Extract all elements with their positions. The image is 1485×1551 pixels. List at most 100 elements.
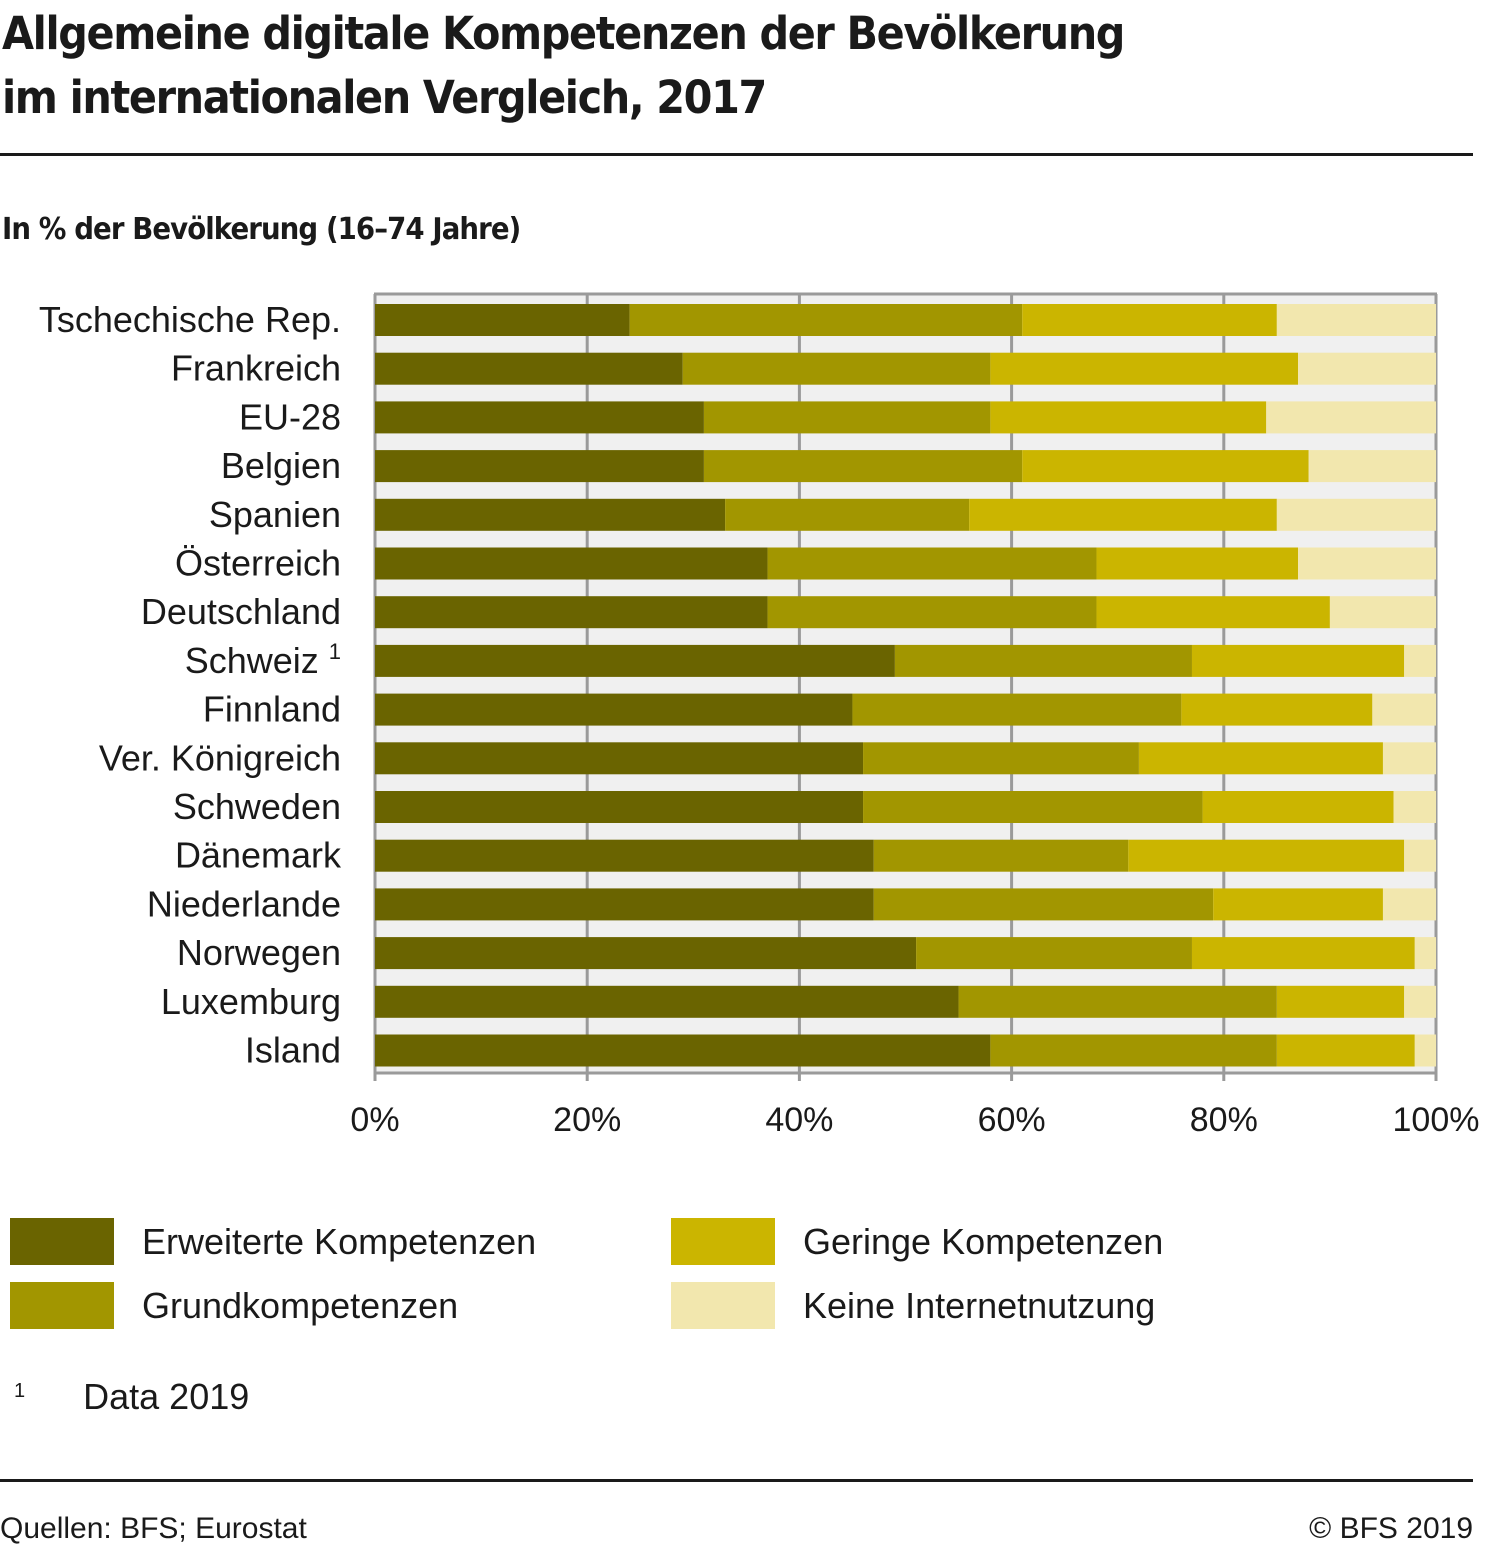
- source-note: Quellen: BFS; Eurostat: [0, 1512, 307, 1545]
- category-label: Tschechische Rep.: [39, 299, 341, 340]
- copyright: © BFS 2019: [1309, 1512, 1473, 1545]
- bar-segment-grundkompetenzen: [767, 547, 1097, 580]
- bar-segment-erweiterte-kompetenzen: [375, 985, 959, 1018]
- bar-segment-keine-internetnutzung: [1414, 937, 1436, 970]
- bar-segment-geringe-kompetenzen: [1276, 985, 1405, 1018]
- legend-label: Erweiterte Kompetenzen: [142, 1220, 537, 1262]
- bar-segment-keine-internetnutzung: [1382, 888, 1436, 921]
- bar-segment-erweiterte-kompetenzen: [375, 888, 874, 921]
- footnote-text: Data 2019: [83, 1376, 250, 1417]
- bar-segment-grundkompetenzen: [990, 1034, 1277, 1067]
- bar-segment-erweiterte-kompetenzen: [375, 401, 704, 434]
- bar-segment-keine-internetnutzung: [1308, 450, 1436, 483]
- category-label: Niederlande: [147, 883, 341, 924]
- bar-segment-erweiterte-kompetenzen: [375, 450, 704, 483]
- category-label: Belgien: [221, 445, 341, 486]
- bar-segment-keine-internetnutzung: [1404, 644, 1436, 677]
- x-tick-label: 60%: [978, 1101, 1046, 1139]
- bar-segment-grundkompetenzen: [703, 401, 991, 434]
- bar-segment-keine-internetnutzung: [1276, 498, 1436, 531]
- footnote: 1 Data 2019: [14, 1376, 249, 1418]
- bar-segment-erweiterte-kompetenzen: [375, 742, 864, 775]
- bar-segment-keine-internetnutzung: [1298, 352, 1436, 385]
- bar-segment-keine-internetnutzung: [1266, 401, 1436, 434]
- bar-segment-geringe-kompetenzen: [1022, 304, 1277, 336]
- legend-label: Grundkompetenzen: [142, 1284, 459, 1326]
- bar-segment-geringe-kompetenzen: [1128, 839, 1405, 872]
- legend-label: Keine Internetnutzung: [803, 1284, 1156, 1326]
- bar-segment-keine-internetnutzung: [1404, 985, 1436, 1018]
- bar-segment-grundkompetenzen: [916, 937, 1192, 970]
- bar-segment-grundkompetenzen: [767, 596, 1097, 629]
- bar-segment-grundkompetenzen: [725, 498, 970, 531]
- category-label-text: Schweiz: [185, 640, 329, 681]
- bar-segment-geringe-kompetenzen: [1191, 644, 1405, 677]
- legend-swatch: [671, 1218, 775, 1265]
- bar-segment-grundkompetenzen: [863, 791, 1203, 823]
- legend-item-keine: Keine Internetnutzung: [671, 1282, 1155, 1329]
- footnote-marker: 1: [14, 1380, 26, 1402]
- legend-swatch: [10, 1218, 114, 1265]
- category-label: Schweiz 1: [185, 639, 341, 681]
- x-tick-label: 100%: [1393, 1101, 1480, 1139]
- bar-segment-erweiterte-kompetenzen: [375, 1034, 991, 1067]
- bar-segment-grundkompetenzen: [703, 450, 1023, 483]
- bar-segment-geringe-kompetenzen: [1202, 791, 1394, 823]
- bar-segment-grundkompetenzen: [629, 304, 1023, 336]
- category-label: Island: [245, 1030, 341, 1071]
- bar-segment-erweiterte-kompetenzen: [375, 547, 768, 580]
- legend-item-erweiterte: Erweiterte Kompetenzen: [10, 1218, 536, 1265]
- bar-segment-geringe-kompetenzen: [1096, 596, 1330, 629]
- bar-segment-keine-internetnutzung: [1404, 839, 1436, 872]
- bar-segment-geringe-kompetenzen: [990, 352, 1299, 385]
- bar-segment-erweiterte-kompetenzen: [375, 693, 853, 726]
- bar-segment-grundkompetenzen: [894, 644, 1192, 677]
- bar-segment-erweiterte-kompetenzen: [375, 839, 874, 872]
- category-label: Finnland: [203, 689, 341, 730]
- bar-segment-grundkompetenzen: [873, 839, 1129, 872]
- bar-segment-keine-internetnutzung: [1276, 304, 1436, 336]
- category-label: Norwegen: [177, 932, 341, 973]
- bar-segment-grundkompetenzen: [682, 352, 991, 385]
- bar-segment-geringe-kompetenzen: [1022, 450, 1309, 483]
- legend-swatch: [671, 1282, 775, 1329]
- bar-segment-geringe-kompetenzen: [1276, 1034, 1415, 1067]
- bar-segment-geringe-kompetenzen: [1191, 937, 1415, 970]
- bar-segment-keine-internetnutzung: [1382, 742, 1436, 775]
- header-divider: [0, 153, 1473, 156]
- bar-segment-erweiterte-kompetenzen: [375, 596, 768, 629]
- bar-segment-geringe-kompetenzen: [969, 498, 1277, 531]
- category-label: Deutschland: [141, 591, 341, 632]
- bar-segment-keine-internetnutzung: [1329, 596, 1436, 629]
- bar-segment-erweiterte-kompetenzen: [375, 352, 683, 385]
- legend-item-grund: Grundkompetenzen: [10, 1282, 458, 1329]
- category-label: Schweden: [173, 786, 341, 827]
- chart-subtitle: In % der Bevölkerung (16–74 Jahre): [2, 212, 521, 247]
- bar-segment-erweiterte-kompetenzen: [375, 498, 726, 531]
- title-line-2: im internationalen Vergleich, 2017: [2, 71, 767, 124]
- category-label: Luxemburg: [161, 981, 341, 1022]
- bar-segment-erweiterte-kompetenzen: [375, 304, 630, 336]
- legend-item-geringe: Geringe Kompetenzen: [671, 1218, 1163, 1265]
- bar-segment-geringe-kompetenzen: [990, 401, 1267, 434]
- bar-segment-grundkompetenzen: [873, 888, 1214, 921]
- category-label: Frankreich: [171, 348, 341, 389]
- category-label: Ver. Königreich: [99, 737, 341, 778]
- legend-swatch: [10, 1282, 114, 1329]
- x-tick-label: 0%: [350, 1101, 399, 1139]
- chart-title: Allgemeine digitale Kompetenzen der Bevö…: [2, 2, 1354, 130]
- legend: Erweiterte Kompetenzen Grundkompetenzen …: [0, 1218, 1485, 1338]
- bar-segment-keine-internetnutzung: [1393, 791, 1436, 823]
- bar-segment-keine-internetnutzung: [1298, 547, 1436, 580]
- bar-segment-keine-internetnutzung: [1414, 1034, 1436, 1067]
- category-label: Österreich: [175, 543, 341, 584]
- bar-segment-erweiterte-kompetenzen: [375, 644, 895, 677]
- title-line-1: Allgemeine digitale Kompetenzen der Bevö…: [2, 7, 1125, 60]
- category-label: Spanien: [209, 494, 341, 535]
- bar-segment-grundkompetenzen: [863, 742, 1139, 775]
- bar-segment-geringe-kompetenzen: [1181, 693, 1373, 726]
- footer-divider: [0, 1479, 1473, 1482]
- stacked-bar-chart: Tschechische Rep. Frankreich EU-28 Belgien S…: [39, 292, 1480, 1139]
- bar-segment-geringe-kompetenzen: [1096, 547, 1299, 580]
- legend-label: Geringe Kompetenzen: [803, 1220, 1164, 1262]
